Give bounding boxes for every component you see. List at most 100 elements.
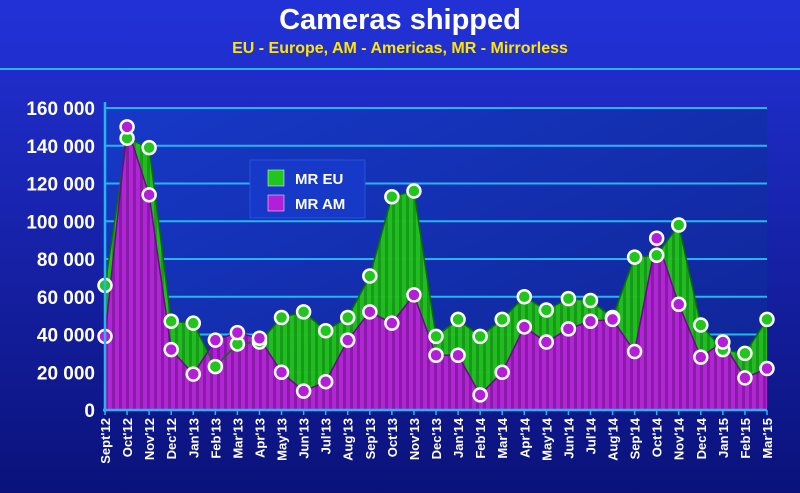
x-tick-label: May'14 [539,417,554,461]
x-tick-label: Jul'14 [583,417,598,454]
data-point [384,188,400,205]
legend-label: MR AM [295,196,345,213]
data-point [362,268,378,284]
data-point [693,317,709,333]
x-tick-label: Oct'14 [650,417,665,457]
data-points [97,119,775,403]
data-point [273,364,290,380]
data-point [560,321,577,337]
x-tick-label: Sep'13 [363,418,378,459]
x-tick-label: Nov'13 [407,418,422,460]
data-point [362,304,378,320]
y-tick-label: 60 000 [37,288,95,309]
data-point [582,292,599,309]
x-tick-label: Aug'13 [341,418,356,461]
data-point [626,343,643,360]
x-tick-label: Feb'15 [738,418,753,459]
data-point [626,249,643,265]
data-point [582,313,599,330]
x-tick-label: Mar'14 [495,417,510,458]
data-point [494,364,510,380]
x-tick-label: Jan'14 [451,417,466,458]
title-band [0,0,800,68]
data-point [516,289,533,305]
data-point [604,311,621,328]
x-tick-label: Sep'14 [628,417,643,459]
data-point [428,328,444,345]
y-tick-label: 20 000 [37,363,95,384]
data-point [715,334,731,350]
x-tick-label: Aug'14 [606,417,621,461]
x-tick-label: Nov'12 [142,418,157,460]
data-point [229,324,246,341]
data-point [317,373,334,390]
data-point [472,387,488,403]
data-point [670,217,687,233]
data-point [207,358,224,375]
x-tick-label: Feb'14 [473,417,488,458]
data-point [317,322,334,339]
data-point [538,302,555,318]
series-areas [105,126,767,410]
y-tick-label: 0 [84,401,95,422]
x-tick-label: Mar'15 [760,418,775,459]
x-tick-label: Dec'14 [694,417,709,459]
x-tick-label: Jun'14 [561,417,576,458]
data-point [185,366,202,382]
data-point [141,139,157,156]
y-tick-label: 160 000 [26,99,95,120]
x-tick-labels: Sept'12 Oct'12 Nov'12 Dec'12 Jan'13 Feb'13 Mar… [98,417,775,464]
data-point [560,290,577,307]
data-point [538,334,555,350]
data-point [450,347,466,364]
x-tick-label: Nov'14 [672,417,687,460]
data-point [670,296,687,313]
data-point [141,187,157,203]
x-tick-label: Jun'13 [297,418,312,459]
data-point [185,315,202,331]
chart-subtitle: EU - Europe, AM - Americas, MR - Mirrorl… [232,40,568,57]
data-point [450,311,466,328]
legend-swatch [267,194,285,212]
x-tick-label: Jan'13 [186,418,201,458]
data-point [693,349,709,365]
x-tick-label: May'13 [275,418,290,461]
data-point [163,341,179,358]
area-mr-am [105,126,767,410]
y-tick-label: 80 000 [37,250,95,271]
data-point [472,328,488,345]
data-point [406,183,422,199]
y-tick-label: 120 000 [26,175,95,196]
data-point [119,119,135,135]
data-point [207,332,224,348]
data-point [384,315,400,331]
x-tick-label: Dec'13 [429,418,444,459]
y-tick-labels: 0 20 000 40 000 60 000 80 000 100 000 120 000 1… [26,99,95,422]
y-tick-label: 140 000 [26,137,95,158]
data-point [295,383,312,399]
data-point [163,313,179,330]
data-point [406,287,422,303]
data-point [516,319,533,335]
data-point [295,304,312,320]
data-point [339,309,356,326]
y-tick-label: 100 000 [26,212,95,233]
chart-title: Cameras shipped [279,4,521,36]
data-point [759,360,775,377]
data-point [339,332,356,348]
data-point [428,347,444,364]
x-tick-label: Mar'13 [230,418,245,459]
data-point [759,311,775,328]
data-point [737,370,753,386]
data-point [251,330,268,347]
x-tick-label: Apr'14 [517,417,532,458]
x-tick-label: Dec'12 [164,418,179,459]
x-tick-label: Apr'13 [252,418,267,458]
x-tick-label: Jul'13 [319,418,334,454]
data-point [273,309,290,326]
y-tick-label: 40 000 [37,326,95,347]
x-tick-label: Oct'13 [385,418,400,457]
data-point [648,247,665,263]
legend: MR EU MR AM [249,159,366,219]
